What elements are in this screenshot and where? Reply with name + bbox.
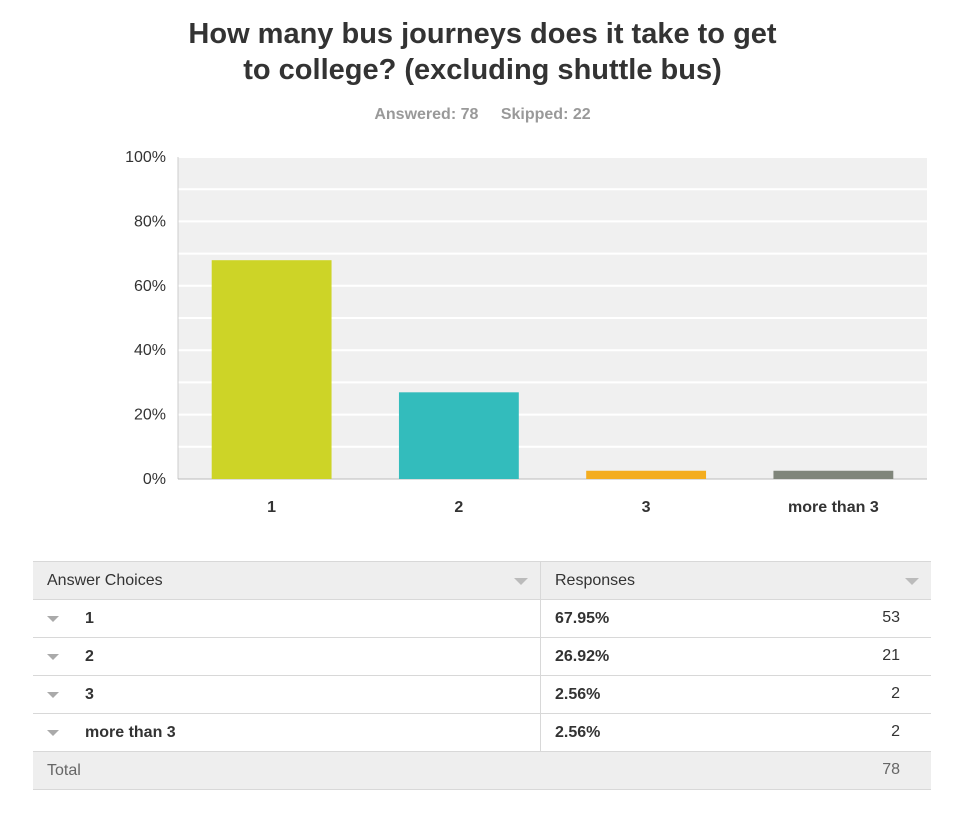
skipped-count: Skipped: 22 <box>500 106 591 123</box>
header-answer-choices[interactable]: Answer Choices <box>33 561 541 600</box>
response-cell: 67.95% 53 <box>540 599 931 638</box>
answer-choice-cell: 1 <box>33 599 541 638</box>
total-count: 78 <box>882 761 900 778</box>
table-row: 1 67.95% 53 <box>33 599 931 638</box>
y-tick-label: 0% <box>143 471 166 488</box>
answer-choice-label: 2 <box>85 647 94 665</box>
answer-choice-label: 1 <box>85 609 94 627</box>
sort-chevron-down-icon[interactable] <box>905 578 919 585</box>
y-tick-label: 20% <box>134 407 166 424</box>
expand-chevron-down-icon[interactable] <box>47 692 59 698</box>
response-percent: 2.56% <box>555 723 601 741</box>
chart-title-line1: How many bus journeys does it take to ge… <box>188 18 777 50</box>
bar <box>398 392 519 479</box>
response-stats: Answered: 78 Skipped: 22 <box>0 106 965 124</box>
answered-count: Answered: 78 <box>374 106 479 123</box>
response-count: 2 <box>891 685 900 702</box>
bar <box>773 470 894 479</box>
response-cell: 2.56% 2 <box>540 713 931 752</box>
table-row: more than 3 2.56% 2 <box>33 713 931 752</box>
expand-chevron-down-icon[interactable] <box>47 730 59 736</box>
total-row: Total 78 <box>33 751 931 790</box>
header-responses-label: Responses <box>555 571 636 589</box>
y-tick-label: 100% <box>125 149 166 166</box>
response-percent: 67.95% <box>555 609 610 627</box>
chart-title-line2: to college? (excluding shuttle bus) <box>243 54 722 86</box>
response-cell: 26.92% 21 <box>540 637 931 676</box>
answer-choice-label: more than 3 <box>85 723 176 741</box>
answer-choice-cell: more than 3 <box>33 713 541 752</box>
x-category-label: 3 <box>642 499 651 516</box>
response-count: 21 <box>882 647 900 664</box>
bar-chart: 0% 20% 40% 60% 80% 100% 1 2 3 more than 3 <box>125 149 927 516</box>
answer-choice-cell: 3 <box>33 675 541 714</box>
table-row: 3 2.56% 2 <box>33 675 931 714</box>
y-tick-label: 40% <box>134 342 166 359</box>
total-label: Total <box>47 761 81 779</box>
answer-choice-label: 3 <box>85 685 94 703</box>
x-category-label: 2 <box>454 499 463 516</box>
total-label-cell: Total <box>33 751 541 790</box>
x-category-label: more than 3 <box>788 499 879 516</box>
sort-chevron-down-icon[interactable] <box>514 578 528 585</box>
header-answer-choices-label: Answer Choices <box>47 571 163 589</box>
expand-chevron-down-icon[interactable] <box>47 654 59 660</box>
header-responses[interactable]: Responses <box>540 561 931 600</box>
responses-table: Answer Choices Responses 1 67.95% 53 2 <box>33 561 931 790</box>
response-percent: 26.92% <box>555 647 610 665</box>
x-category-label: 1 <box>267 499 276 516</box>
response-percent: 2.56% <box>555 685 601 703</box>
bar <box>211 260 332 479</box>
answer-choice-cell: 2 <box>33 637 541 676</box>
y-tick-label: 60% <box>134 278 166 295</box>
response-count: 53 <box>882 609 900 626</box>
response-count: 2 <box>891 723 900 740</box>
table-row: 2 26.92% 21 <box>33 637 931 676</box>
bar <box>586 470 707 479</box>
expand-chevron-down-icon[interactable] <box>47 616 59 622</box>
response-cell: 2.56% 2 <box>540 675 931 714</box>
total-count-cell: 78 <box>540 751 931 790</box>
y-tick-label: 80% <box>134 213 166 230</box>
